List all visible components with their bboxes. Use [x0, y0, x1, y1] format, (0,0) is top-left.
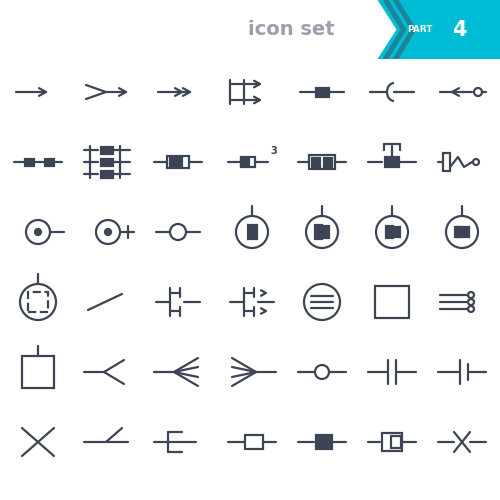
Bar — [324, 158, 332, 166]
Bar — [309, 155, 335, 169]
Polygon shape — [378, 0, 500, 59]
Bar — [391, 436, 401, 448]
Bar — [386, 226, 392, 238]
Bar — [22, 356, 54, 388]
Bar — [457, 227, 469, 237]
Circle shape — [105, 229, 111, 235]
Bar — [167, 156, 189, 168]
Bar — [382, 433, 402, 451]
Bar — [394, 227, 400, 237]
Bar — [101, 158, 113, 166]
Bar — [44, 158, 54, 166]
Bar — [316, 88, 328, 96]
Bar — [442, 153, 450, 171]
Bar — [312, 158, 320, 166]
Bar — [385, 157, 399, 167]
Bar — [241, 158, 249, 166]
Polygon shape — [382, 0, 406, 59]
Bar — [245, 435, 263, 449]
Bar — [375, 286, 409, 318]
Bar — [316, 435, 332, 449]
Circle shape — [35, 229, 41, 235]
Bar — [170, 158, 182, 166]
Polygon shape — [392, 0, 416, 59]
Text: 3: 3 — [270, 146, 277, 156]
Bar — [101, 146, 113, 154]
Bar — [241, 157, 255, 167]
Bar — [324, 226, 328, 238]
Bar — [318, 437, 330, 447]
Bar — [28, 292, 48, 312]
Bar — [24, 158, 34, 166]
Text: icon set: icon set — [248, 20, 334, 39]
Text: 4: 4 — [452, 20, 467, 40]
Bar — [454, 227, 460, 237]
Text: PART: PART — [408, 25, 433, 34]
Bar — [248, 225, 256, 239]
Text: Electronic parts: Electronic parts — [15, 20, 189, 39]
Bar — [101, 170, 113, 177]
Bar — [314, 225, 322, 239]
